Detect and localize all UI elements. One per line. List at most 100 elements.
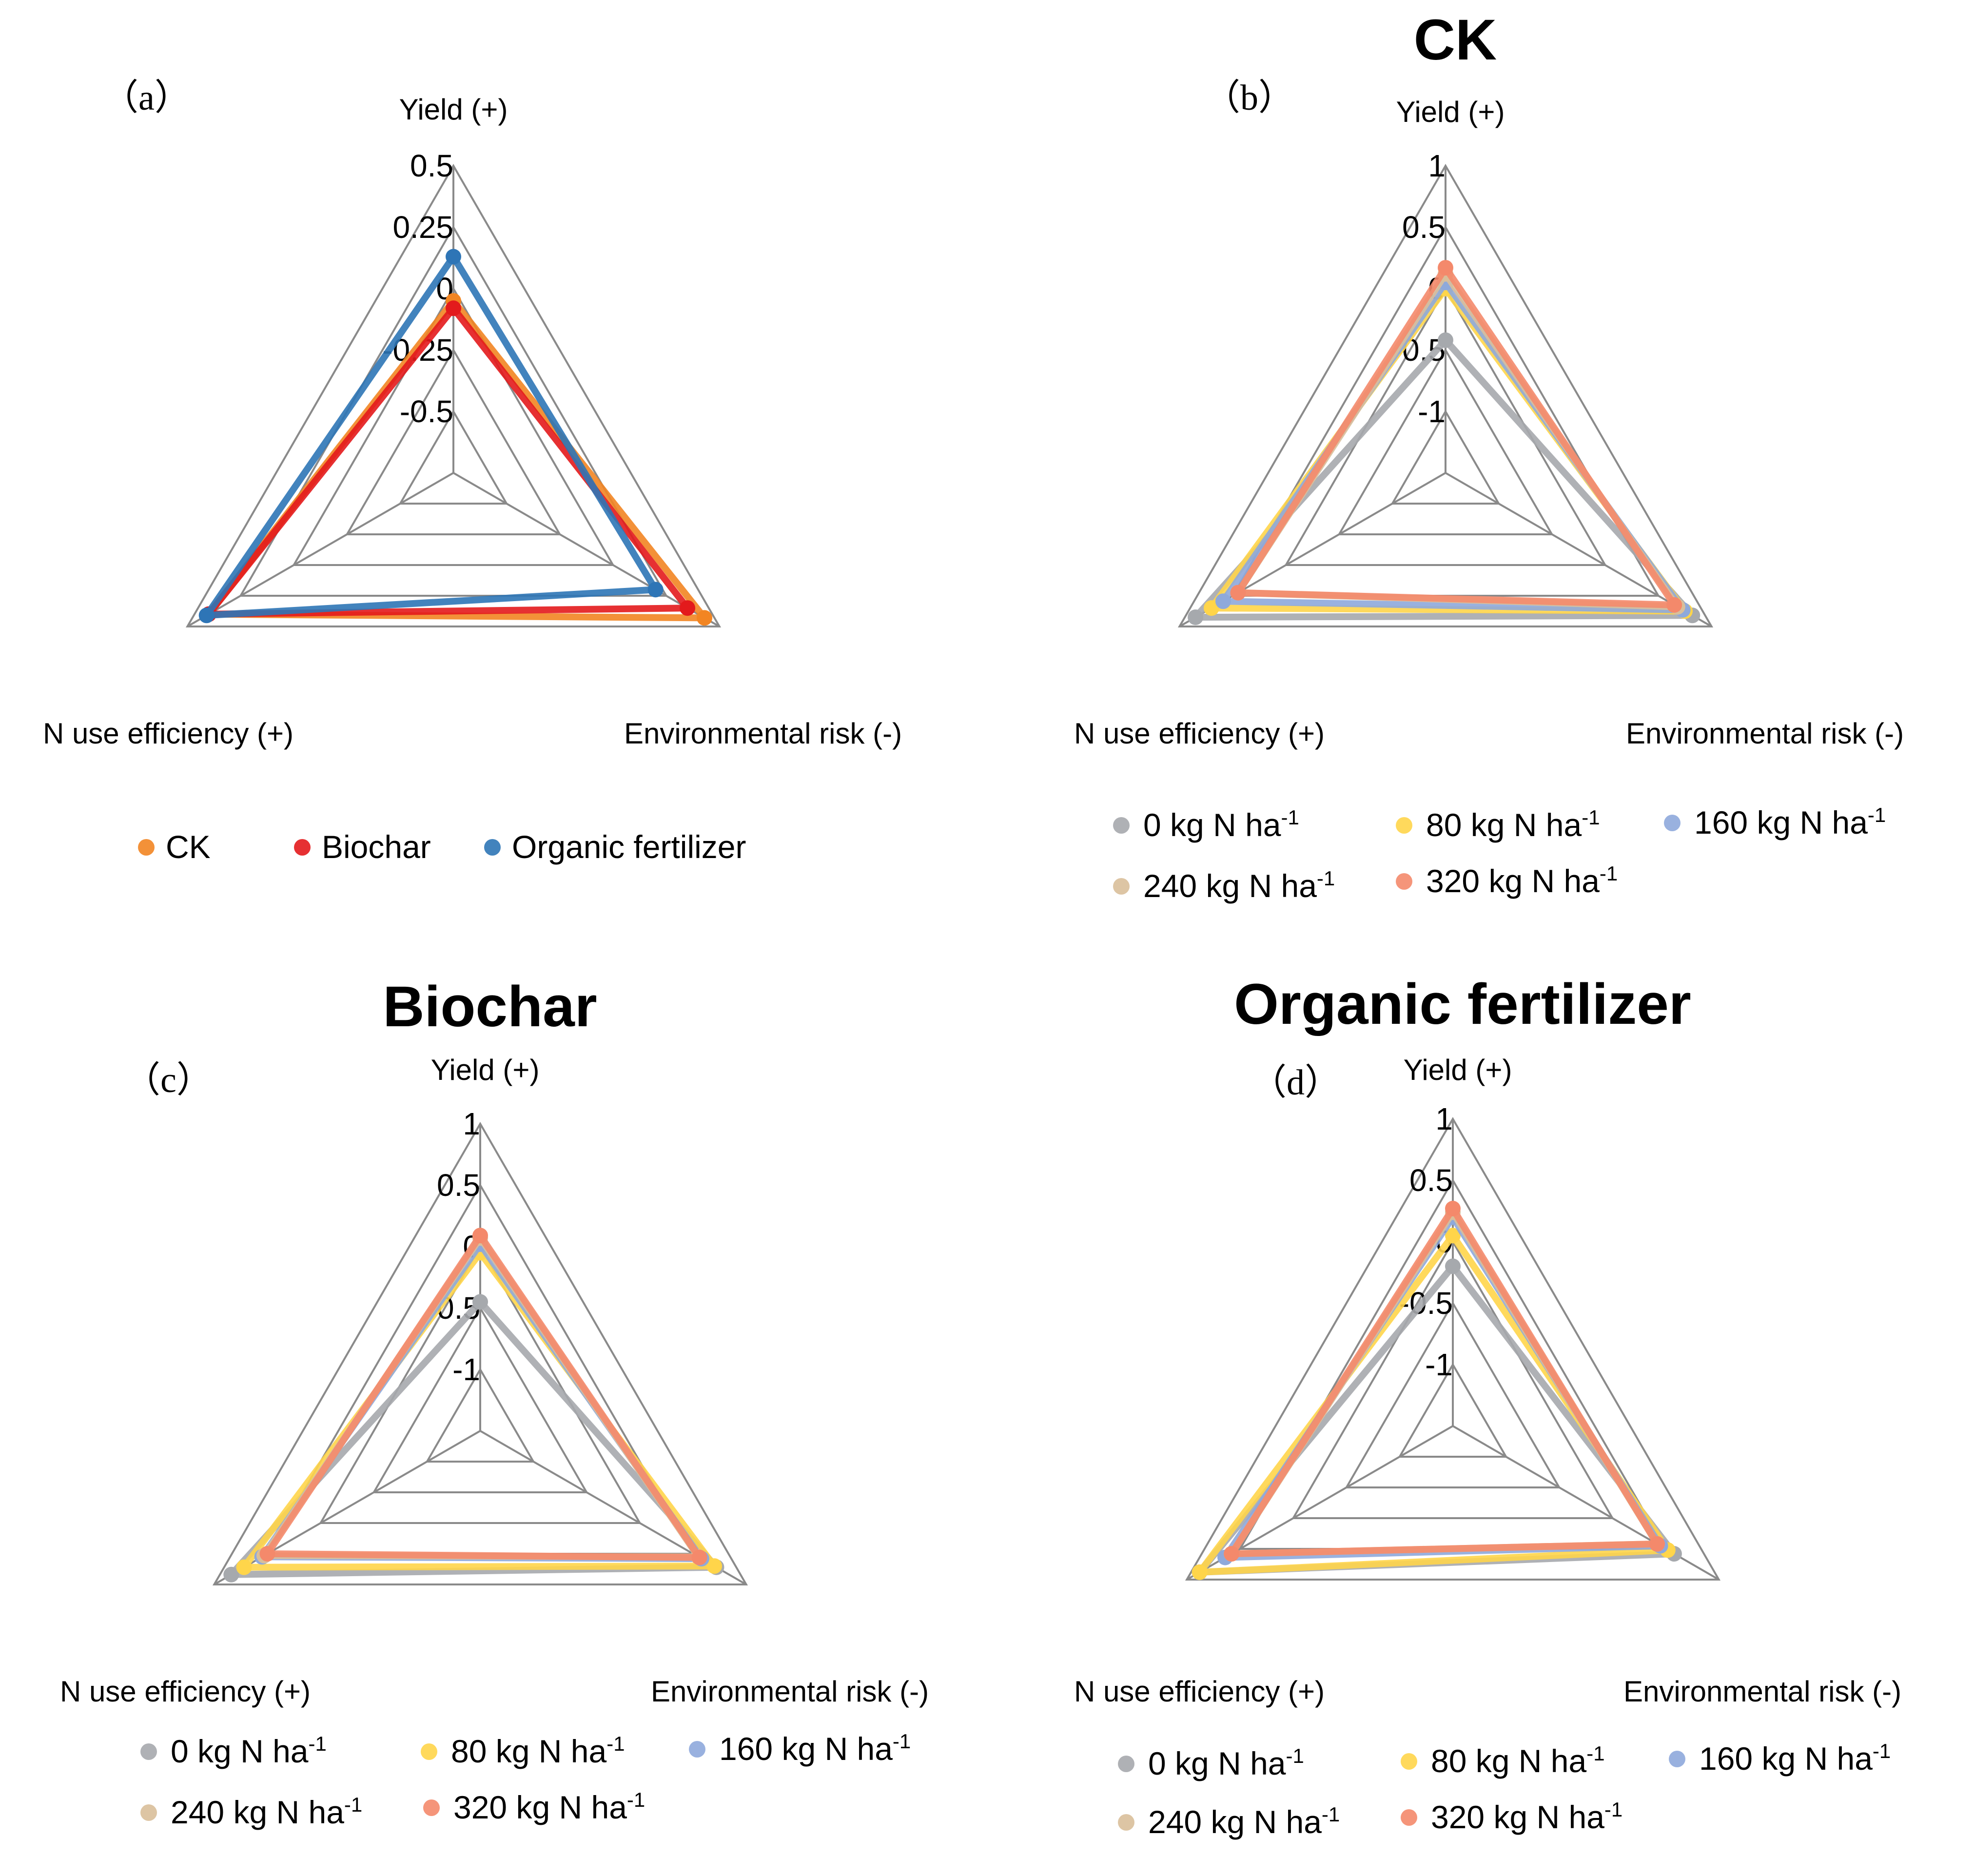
legend-marker [1401, 1809, 1417, 1826]
legend-label: 240 kg N ha-1 [1148, 1803, 1340, 1840]
legend-marker [1669, 1751, 1685, 1767]
series-line-240-kg-n-ha-1 [1234, 270, 1681, 610]
grid-ring [1185, 1117, 1721, 1581]
grid-ring [345, 348, 562, 535]
legend-marker [1396, 817, 1412, 834]
legend-label: 80 kg N ha-1 [451, 1732, 625, 1769]
data-point [446, 249, 461, 265]
tick-label: -1 [452, 1352, 480, 1387]
data-point [1445, 1258, 1461, 1274]
legend-label: Biochar [322, 829, 431, 865]
legend-marker [1118, 1756, 1134, 1772]
legend-marker [484, 839, 501, 856]
legend-label: 0 kg N ha-1 [1143, 806, 1299, 843]
legend-marker [1401, 1753, 1417, 1770]
tick-label: 1 [1435, 1101, 1453, 1136]
legend-label: CK [166, 829, 211, 865]
tick-label: -0.5 [400, 394, 453, 429]
grid-ring [1337, 348, 1554, 535]
grid-ring [185, 164, 722, 627]
data-point [1230, 585, 1246, 601]
tick-label: 0.5 [1409, 1163, 1453, 1198]
legend-marker [1113, 878, 1130, 895]
legend-marker [1396, 873, 1412, 890]
axis-label-n-use-efficiency: N use efficiency (+) [1074, 717, 1325, 750]
data-point [706, 1558, 723, 1574]
axis-label-yield: Yield (+) [1404, 1054, 1512, 1086]
tick-label: -1 [1425, 1347, 1453, 1382]
series-line-320-kg-n-ha-1 [1234, 264, 1678, 608]
grid-ring [1398, 1362, 1508, 1458]
axis-label-environmental-risk: Environmental risk (-) [651, 1675, 929, 1708]
series-line-biochar [205, 305, 691, 618]
legend-label: 80 kg N ha-1 [1431, 1742, 1605, 1779]
axis-label-yield: Yield (+) [1396, 96, 1505, 128]
tick-label: 0.5 [437, 1168, 480, 1203]
data-point [1203, 600, 1219, 616]
axis-spoke [214, 1430, 481, 1585]
legend-marker [138, 839, 155, 856]
legend-label: 160 kg N ha-1 [719, 1730, 911, 1767]
data-point [1215, 593, 1231, 609]
data-point [697, 610, 712, 626]
panel-label: （a） [102, 78, 191, 118]
grid-ring [292, 287, 615, 566]
panel-label: （c） [124, 1060, 213, 1100]
series-line-160-kg-n-ha-1 [1222, 1213, 1664, 1561]
grid-ring [1345, 1301, 1561, 1488]
grid-ring [372, 1306, 588, 1493]
axis-label-environmental-risk: Environmental risk (-) [624, 717, 902, 750]
legend-marker [1664, 815, 1681, 831]
legend-marker [294, 839, 311, 856]
axis-label-n-use-efficiency: N use efficiency (+) [43, 717, 293, 750]
legend-label: 0 kg N ha-1 [1148, 1744, 1304, 1781]
legend-label: 160 kg N ha-1 [1694, 803, 1886, 840]
data-point [1445, 1201, 1461, 1216]
data-point [1192, 1564, 1208, 1580]
data-point [446, 300, 461, 316]
data-point [1438, 332, 1453, 348]
tick-label: 0.25 [392, 210, 453, 245]
grid-ring [425, 1367, 535, 1463]
legend-label: 240 kg N ha-1 [171, 1793, 362, 1830]
series-line-320-kg-n-ha-1 [264, 1232, 703, 1561]
data-point [647, 582, 664, 598]
legend-label: 320 kg N ha-1 [1426, 862, 1618, 899]
legend-marker [423, 1799, 440, 1816]
legend-label: 160 kg N ha-1 [1699, 1739, 1891, 1777]
data-point [472, 1294, 488, 1310]
legend-label: 0 kg N ha-1 [171, 1732, 327, 1769]
legend-label: Organic fertilizer [512, 829, 746, 865]
legend-label: 240 kg N ha-1 [1143, 867, 1335, 904]
series-line-240-kg-n-ha-1 [1228, 1209, 1661, 1558]
axis-spoke [1445, 472, 1712, 627]
data-point [1666, 597, 1682, 613]
axis-spoke [452, 472, 720, 627]
legend-marker [140, 1804, 157, 1821]
data-point [236, 1559, 252, 1575]
grid-ring [1177, 164, 1714, 627]
data-point [259, 1546, 275, 1562]
series-line-organic-fertilizer [203, 253, 659, 619]
series-line-0-kg-n-ha-1 [1192, 336, 1696, 621]
legend-marker [421, 1743, 437, 1760]
panel-label: （d） [1251, 1063, 1341, 1103]
grid-ring [1390, 409, 1501, 505]
legend-marker [140, 1743, 157, 1760]
tick-label: -1 [1418, 394, 1446, 429]
axis-spoke [187, 472, 454, 627]
panel-label: （b） [1204, 78, 1294, 118]
axis-label-yield: Yield (+) [399, 93, 508, 126]
data-point [198, 607, 215, 624]
data-point [691, 1549, 707, 1565]
grid-ring [212, 1122, 748, 1585]
legend-marker [1118, 1814, 1134, 1831]
grid-ring [1291, 1240, 1614, 1519]
data-point [680, 600, 696, 616]
data-point [1188, 609, 1204, 625]
